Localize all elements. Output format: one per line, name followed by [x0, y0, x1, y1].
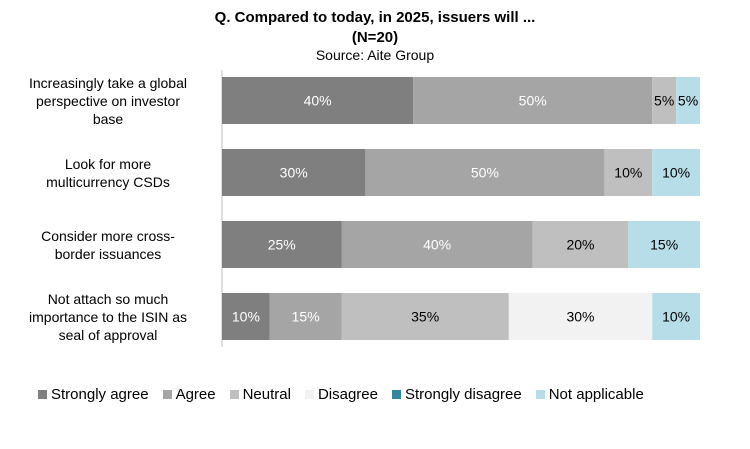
- legend-item: Strongly disagree: [391, 386, 522, 403]
- data-label: 10%: [232, 309, 260, 325]
- bar-segment: [508, 293, 653, 340]
- data-label: 50%: [519, 93, 547, 109]
- legend-swatch: [391, 390, 401, 399]
- chart-legend: Strongly agree Agree Neutral Disagree Strong…: [38, 386, 658, 403]
- data-label: 15%: [650, 237, 678, 253]
- data-label: 5%: [678, 93, 698, 109]
- bar-segment: [604, 149, 653, 196]
- chart-source: Source: Aite Group: [315, 47, 435, 63]
- bar-segment: [628, 221, 700, 268]
- bar-segment: [341, 293, 509, 340]
- bar-segment: [222, 221, 342, 268]
- legend-item: Neutral: [229, 386, 291, 403]
- data-label: 35%: [411, 309, 439, 325]
- category-label: Increasingly take a global perspective on…: [8, 74, 208, 128]
- legend-item: Strongly agree: [38, 386, 149, 403]
- data-label: 10%: [662, 309, 690, 325]
- data-label: 50%: [471, 165, 499, 181]
- data-label: 25%: [268, 237, 296, 253]
- bar-segment: [652, 293, 700, 340]
- bar-segment: [365, 149, 605, 196]
- category-label-line: Not attach so much: [47, 290, 169, 307]
- bar-segment: [652, 77, 677, 124]
- chart-subtitle: (N=20): [351, 29, 399, 46]
- legend-label: Strongly disagree: [404, 386, 522, 403]
- legend-swatch: [162, 390, 172, 399]
- category-label-line: Consider more cross-: [41, 227, 175, 244]
- bar-segment: [269, 293, 342, 340]
- category-label-line: importance to the ISIN as: [29, 308, 187, 325]
- bar-chart-plot: 40% 50% 5% 5% 30% 50% 10% 10% 25% 40% 20% 15% 10% 15%…: [221, 70, 700, 347]
- legend-item: Disagree: [304, 386, 378, 403]
- category-label-line: border issuances: [54, 245, 162, 262]
- chart-title: Q. Compared to today, in 2025, issuers w…: [214, 9, 536, 26]
- legend-item: Not applicable: [535, 386, 644, 403]
- bar-segment: [341, 221, 533, 268]
- data-label: 20%: [566, 237, 594, 253]
- category-label-line: perspective on investor: [36, 92, 180, 109]
- bar-segment: [676, 77, 700, 124]
- data-label: 40%: [423, 237, 451, 253]
- bar-segment: [222, 77, 414, 124]
- legend-swatch: [304, 390, 314, 399]
- data-label: 30%: [280, 165, 308, 181]
- legend-swatch: [535, 390, 545, 399]
- category-label-line: Look for more: [64, 155, 152, 172]
- legend-item: Agree: [162, 386, 216, 403]
- category-label: Look for more multicurrency CSDs: [8, 155, 208, 191]
- category-label-line: seal of approval: [58, 326, 158, 343]
- category-label: Not attach so much importance to the ISIN…: [8, 290, 208, 344]
- data-label: 10%: [614, 165, 642, 181]
- bar-segment: [652, 149, 700, 196]
- legend-label: Disagree: [317, 386, 378, 403]
- data-label: 10%: [662, 165, 690, 181]
- legend-label: Agree: [175, 386, 216, 403]
- legend-label: Strongly agree: [51, 386, 149, 403]
- legend-label: Not applicable: [548, 386, 644, 403]
- data-label: 5%: [654, 93, 674, 109]
- legend-swatch: [38, 390, 47, 399]
- bar-segment: [413, 77, 653, 124]
- category-label-line: base: [92, 110, 124, 127]
- category-label-line: Increasingly take a global: [29, 74, 187, 91]
- category-label-line: multicurrency CSDs: [46, 173, 170, 190]
- category-label: Consider more cross-border issuances: [8, 227, 208, 263]
- data-label: 30%: [566, 309, 594, 325]
- bar-segment: [222, 293, 270, 340]
- data-label: 40%: [304, 93, 332, 109]
- legend-label: Neutral: [242, 386, 291, 403]
- data-label: 15%: [292, 309, 320, 325]
- legend-swatch: [229, 390, 239, 399]
- bar-segment: [532, 221, 629, 268]
- bar-segment: [222, 149, 366, 196]
